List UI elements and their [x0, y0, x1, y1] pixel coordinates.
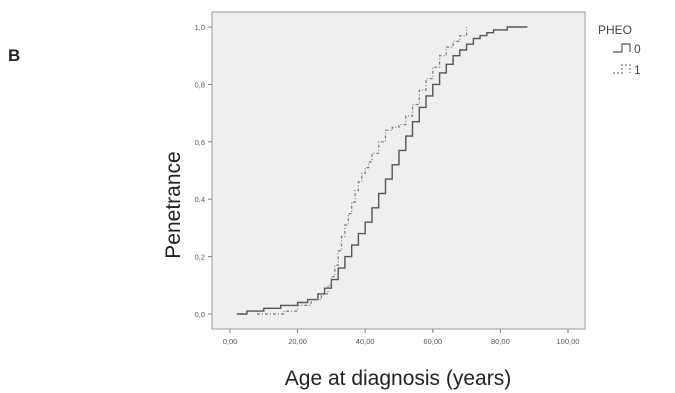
y-tick-label: 0,8 [195, 80, 205, 89]
x-tick-label: 100,00 [557, 337, 580, 346]
series-line-1 [257, 27, 468, 315]
legend-title: PHEO [598, 23, 632, 37]
legend-swatch-0 [613, 43, 631, 53]
x-tick-label: 0,00 [223, 337, 238, 346]
x-tick-label: 60,00 [423, 337, 442, 346]
series-line-0 [236, 26, 528, 315]
legend-label-0: 0 [634, 42, 641, 56]
y-tick-label: 1,0 [195, 23, 205, 32]
plot-area [211, 11, 586, 330]
y-tick-label: 0,4 [195, 195, 205, 204]
x-tick-label: 40,00 [356, 337, 375, 346]
x-tick-label: 80,00 [491, 337, 510, 346]
legend-label-1: 1 [634, 63, 641, 77]
legend-swatch-1 [613, 64, 631, 74]
y-tick-label: 0,6 [195, 138, 205, 147]
panel-label: B [8, 46, 21, 65]
x-tick-label: 20,00 [288, 337, 307, 346]
y-axis-title: Penetrance [162, 151, 185, 258]
series-layer [236, 26, 528, 315]
legend: PHEO 0 1 [598, 23, 641, 77]
x-axis-title: Age at diagnosis (years) [285, 367, 511, 390]
y-tick-label: 0,2 [195, 253, 205, 262]
y-axis: 0,0 0,2 0,4 0,6 0,8 1,0 [195, 23, 212, 319]
x-axis: 0,00 20,00 40,00 60,00 80,00 100,00 [223, 329, 580, 346]
y-tick-label: 0,0 [195, 310, 205, 319]
